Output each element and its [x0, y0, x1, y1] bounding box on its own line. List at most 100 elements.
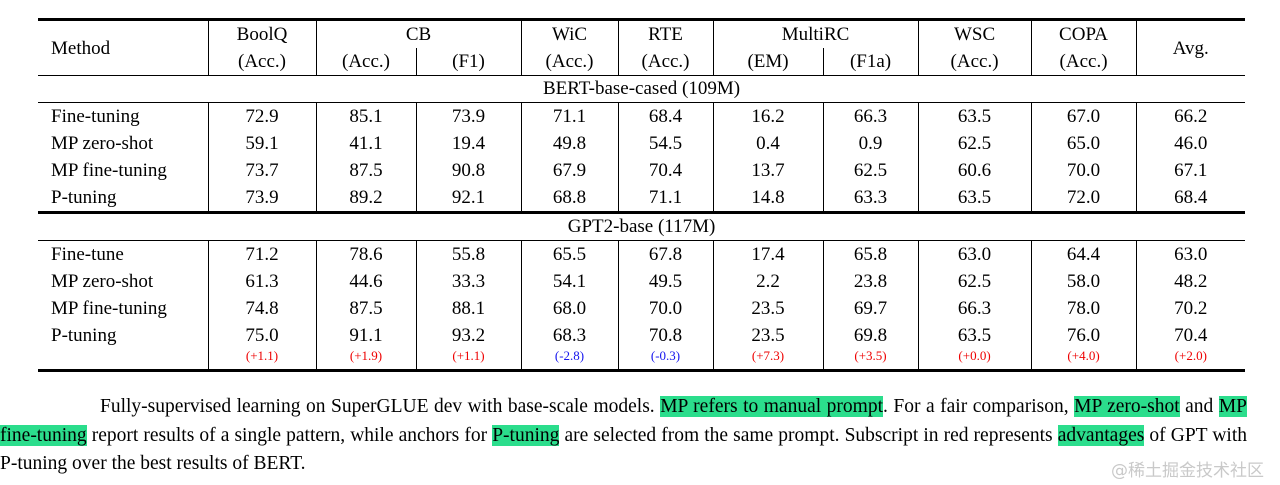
col-subheader-cb-acc: (Acc.) — [315, 48, 416, 76]
subscript-cell: (+3.5) — [822, 349, 919, 371]
value-cell: 60.6 — [917, 157, 1032, 184]
table-row: MP fine-tuning 74.8 87.5 88.1 68.0 70.0 23.5 69… — [38, 295, 1246, 322]
value-cell: 92.1 — [415, 184, 522, 213]
value-cell: 48.2 — [1135, 268, 1246, 295]
table-row: P-tuning 73.9 89.2 92.1 68.8 71.1 14.8 63.3 63.5… — [38, 184, 1246, 213]
value-cell: 93.2 — [415, 322, 522, 349]
table-row: Fine-tuning 72.9 85.1 73.9 71.1 68.4 16.2 66.3 6… — [38, 102, 1246, 130]
value-cell: 63.3 — [822, 184, 919, 213]
value-cell: 78.0 — [1030, 295, 1137, 322]
value-cell: 89.2 — [315, 184, 416, 213]
value-cell: 68.8 — [520, 184, 619, 213]
value-cell: 71.1 — [617, 184, 714, 213]
method-cell: P-tuning — [51, 187, 117, 208]
section-title-row: GPT2-base (117M) — [38, 212, 1246, 241]
method-cell: MP fine-tuning — [51, 160, 167, 181]
caption-highlight: MP zero-shot — [1074, 396, 1180, 417]
value-cell: 0.9 — [822, 130, 919, 157]
value-cell: 23.5 — [712, 295, 824, 322]
col-header-multirc: MultiRC — [712, 19, 919, 48]
table-body: BERT-base-cased (109M) Fine-tuning 72.9 85.… — [38, 76, 1246, 371]
value-cell: 73.9 — [207, 184, 316, 213]
value-cell: 75.0 — [207, 322, 316, 349]
subscript-cell: (+1.1) — [207, 349, 316, 371]
col-header-boolq: BoolQ — [207, 19, 316, 48]
subscript-cell: (+1.1) — [415, 349, 522, 371]
value-cell: 67.0 — [1030, 102, 1137, 130]
col-header-method: Method — [51, 37, 111, 59]
col-header-wic: WiC — [520, 19, 619, 48]
value-cell: 88.1 — [415, 295, 522, 322]
results-table: Method BoolQ CB WiC RTE MultiRC WSC COPA… — [38, 18, 1246, 372]
value-cell: 63.0 — [917, 240, 1032, 268]
col-subheader-wsc-acc: (Acc.) — [917, 48, 1032, 76]
caption-text: Fully-supervised learning on SuperGLUE d… — [100, 396, 661, 417]
table-row: MP fine-tuning 73.7 87.5 90.8 67.9 70.4 13.7 62… — [38, 157, 1246, 184]
value-cell: 16.2 — [712, 102, 824, 130]
value-cell: 72.0 — [1030, 184, 1137, 213]
col-header-rte: RTE — [617, 19, 714, 48]
value-cell: 66.3 — [917, 295, 1032, 322]
value-cell: 76.0 — [1030, 322, 1137, 349]
col-header-copa: COPA — [1030, 19, 1137, 48]
value-cell: 70.8 — [617, 322, 714, 349]
subscript-row: (+1.1) (+1.9) (+1.1) (-2.8) (-0.3) (+7.3) (+3.… — [38, 349, 1246, 371]
value-cell: 54.5 — [617, 130, 714, 157]
subscript-cell: (-0.3) — [617, 349, 714, 371]
value-cell: 54.1 — [520, 268, 619, 295]
value-cell: 58.0 — [1030, 268, 1137, 295]
value-cell: 23.8 — [822, 268, 919, 295]
table-header: Method BoolQ CB WiC RTE MultiRC WSC COPA… — [38, 19, 1246, 76]
col-header-wsc: WSC — [917, 19, 1032, 48]
value-cell: 70.4 — [1135, 322, 1246, 349]
value-cell: 62.5 — [822, 157, 919, 184]
col-subheader-multirc-em: (EM) — [712, 48, 824, 76]
section-title: BERT-base-cased (109M) — [542, 78, 741, 99]
method-cell: MP fine-tuning — [51, 298, 167, 319]
table-caption: Fully-supervised learning on SuperGLUE d… — [0, 393, 1248, 479]
value-cell: 65.0 — [1030, 130, 1137, 157]
caption-text: report results of a single pattern, whil… — [86, 424, 493, 446]
value-cell: 62.5 — [917, 130, 1032, 157]
value-cell: 66.2 — [1135, 102, 1246, 130]
value-cell: 67.9 — [520, 157, 619, 184]
caption-highlight: P-tuning — [492, 424, 560, 446]
subscript-cell: (+1.9) — [315, 349, 416, 371]
col-subheader-rte-acc: (Acc.) — [617, 48, 714, 76]
value-cell: 63.5 — [917, 322, 1032, 349]
col-subheader-multirc-f1a: (F1a) — [822, 48, 919, 76]
subscript-cell: (+4.0) — [1030, 349, 1137, 371]
caption-highlight: advantages — [1057, 424, 1145, 446]
results-table-container: Method BoolQ CB WiC RTE MultiRC WSC COPA… — [38, 18, 1246, 372]
caption-text: . For a fair comparison, — [883, 396, 1075, 417]
caption-text: of GPT with P-tuning over the best resul… — [0, 424, 1247, 475]
method-cell: MP zero-shot — [51, 133, 154, 154]
value-cell: 59.1 — [207, 130, 316, 157]
value-cell: 87.5 — [315, 295, 416, 322]
col-subheader-boolq-acc: (Acc.) — [207, 48, 316, 76]
header-metric-row: (Acc.) (Acc.) (F1) (Acc.) (Acc.) (EM) (F… — [38, 48, 1245, 76]
value-cell: 74.8 — [207, 295, 316, 322]
value-cell: 66.3 — [822, 102, 919, 130]
value-cell: 71.1 — [520, 102, 619, 130]
table-row: Fine-tune 71.2 78.6 55.8 65.5 67.8 17.4 65.8 63.… — [38, 240, 1246, 268]
value-cell: 49.5 — [617, 268, 714, 295]
value-cell: 55.8 — [415, 240, 522, 268]
value-cell: 70.0 — [1030, 157, 1137, 184]
watermark: @稀土掘金技术社区 — [1111, 461, 1264, 481]
table-row: MP zero-shot 61.3 44.6 33.3 54.1 49.5 2.2 23.8 6… — [38, 268, 1246, 295]
value-cell: 14.8 — [712, 184, 824, 213]
value-cell: 73.9 — [415, 102, 522, 130]
value-cell: 69.7 — [822, 295, 919, 322]
value-cell: 41.1 — [315, 130, 416, 157]
value-cell: 69.8 — [822, 322, 919, 349]
value-cell: 85.1 — [315, 102, 416, 130]
value-cell: 73.7 — [207, 157, 316, 184]
value-cell: 19.4 — [415, 130, 522, 157]
value-cell: 68.3 — [520, 322, 619, 349]
value-cell: 67.8 — [617, 240, 714, 268]
caption-text: and — [1179, 396, 1219, 417]
subscript-cell: (-2.8) — [520, 349, 619, 371]
header-group-row: Method BoolQ CB WiC RTE MultiRC WSC COPA… — [38, 19, 1246, 76]
value-cell: 23.5 — [712, 322, 824, 349]
